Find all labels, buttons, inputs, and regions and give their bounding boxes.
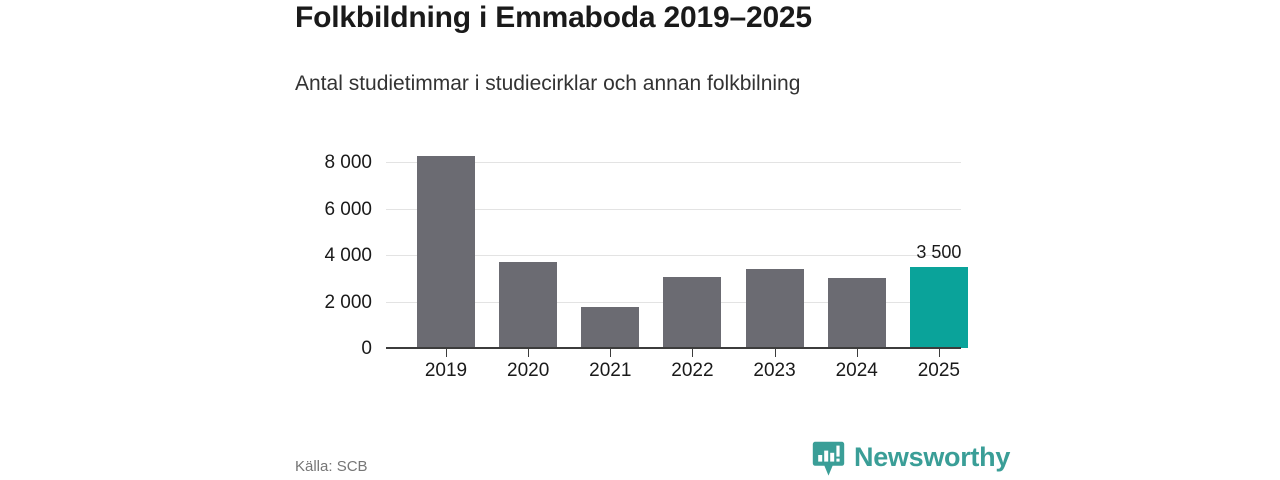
x-axis-line — [386, 347, 961, 349]
x-axis-label-2020: 2020 — [507, 360, 550, 381]
x-axis-tick — [446, 349, 447, 357]
gridline — [386, 255, 961, 256]
x-axis-label-2023: 2023 — [753, 360, 796, 381]
y-axis-tick-label: 4 000 — [324, 245, 372, 266]
bar-2025[interactable] — [909, 266, 968, 348]
bar-2023[interactable] — [745, 268, 804, 348]
x-axis-label-2021: 2021 — [589, 360, 632, 381]
x-axis-tick — [774, 349, 776, 357]
bar-2022[interactable] — [663, 277, 722, 348]
source-note: Källa: SCB — [295, 458, 368, 475]
plot-area — [386, 156, 968, 348]
page-title: Folkbildning i Emmaboda 2019–2025 — [295, 1, 812, 34]
x-axis-label-2024: 2024 — [835, 360, 878, 381]
x-axis-tick — [938, 349, 940, 357]
y-axis-tick-label: 2 000 — [324, 291, 372, 313]
newsworthy-logo: Newsworthy — [812, 441, 1010, 477]
brand-wordmark: Newsworthy — [854, 441, 1011, 472]
y-axis-tick-label: 8 000 — [324, 152, 372, 173]
x-axis-label-2022: 2022 — [671, 360, 714, 381]
x-axis-tick — [692, 349, 694, 357]
bar-2019[interactable] — [417, 156, 475, 348]
x-axis-label-2019: 2019 — [424, 360, 468, 381]
y-axis-tick-label: 6 000 — [324, 198, 372, 220]
x-axis-tick — [528, 349, 530, 357]
bar-value-label-2025: 3 500 — [916, 241, 962, 262]
gridline — [386, 208, 961, 210]
gridline — [386, 162, 961, 163]
x-axis-tick — [856, 349, 858, 357]
x-axis-tick — [610, 349, 612, 357]
bar-2021[interactable] — [581, 307, 640, 348]
x-axis-label-2025: 2025 — [917, 360, 960, 381]
bar-2020[interactable] — [499, 261, 558, 348]
y-axis-tick-label: 0 — [361, 338, 372, 359]
bar-2024[interactable] — [827, 278, 886, 348]
chart-subtitle: Antal studietimmar i studiecirklar och a… — [295, 72, 801, 95]
newsworthy-pin-chart-icon — [812, 441, 845, 477]
